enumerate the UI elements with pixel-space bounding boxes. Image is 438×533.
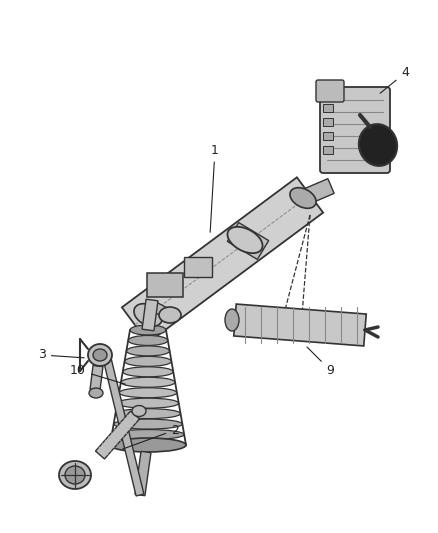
- Ellipse shape: [89, 388, 103, 398]
- Ellipse shape: [128, 335, 168, 345]
- Polygon shape: [101, 349, 144, 496]
- Text: 3: 3: [38, 349, 84, 361]
- FancyBboxPatch shape: [323, 118, 333, 126]
- Polygon shape: [148, 310, 170, 320]
- Ellipse shape: [110, 438, 186, 452]
- Ellipse shape: [121, 377, 175, 387]
- Ellipse shape: [88, 344, 112, 366]
- Ellipse shape: [123, 367, 173, 377]
- Ellipse shape: [124, 357, 171, 366]
- FancyBboxPatch shape: [316, 80, 344, 102]
- Polygon shape: [122, 177, 323, 343]
- Ellipse shape: [290, 188, 316, 208]
- Ellipse shape: [127, 346, 170, 356]
- Ellipse shape: [119, 387, 177, 398]
- Ellipse shape: [359, 124, 397, 166]
- Ellipse shape: [159, 307, 181, 323]
- Text: 9: 9: [307, 347, 334, 376]
- Polygon shape: [148, 301, 172, 319]
- Ellipse shape: [112, 430, 184, 440]
- Ellipse shape: [227, 227, 262, 253]
- FancyBboxPatch shape: [320, 87, 390, 173]
- Polygon shape: [234, 304, 366, 346]
- Ellipse shape: [65, 466, 85, 484]
- Ellipse shape: [113, 419, 182, 429]
- FancyBboxPatch shape: [323, 146, 333, 154]
- Ellipse shape: [110, 440, 186, 450]
- FancyBboxPatch shape: [323, 104, 333, 112]
- Ellipse shape: [93, 349, 107, 361]
- FancyBboxPatch shape: [184, 257, 212, 277]
- Polygon shape: [227, 223, 268, 260]
- Polygon shape: [135, 451, 151, 496]
- Text: 4: 4: [380, 67, 409, 93]
- Text: 2: 2: [123, 424, 179, 449]
- Polygon shape: [142, 299, 158, 331]
- Ellipse shape: [132, 406, 146, 416]
- Polygon shape: [90, 366, 103, 391]
- Polygon shape: [300, 179, 334, 205]
- FancyBboxPatch shape: [147, 273, 183, 297]
- Ellipse shape: [117, 398, 179, 408]
- Polygon shape: [95, 411, 140, 459]
- Ellipse shape: [225, 309, 239, 331]
- Ellipse shape: [59, 461, 91, 489]
- Ellipse shape: [116, 409, 180, 418]
- Ellipse shape: [134, 304, 162, 326]
- FancyBboxPatch shape: [323, 132, 333, 140]
- Text: 10: 10: [70, 364, 125, 384]
- Text: 1: 1: [210, 143, 219, 232]
- Ellipse shape: [130, 325, 166, 335]
